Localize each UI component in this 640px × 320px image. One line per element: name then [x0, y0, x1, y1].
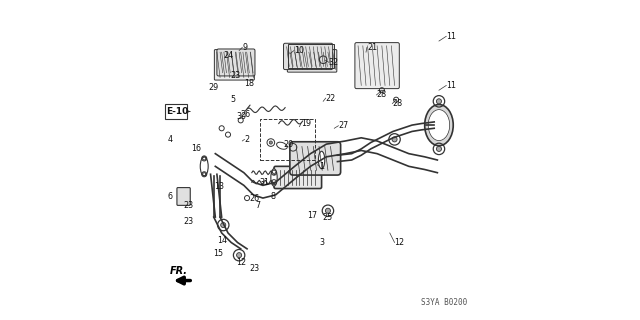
Text: S3YA B0200: S3YA B0200	[420, 298, 467, 307]
Text: 25: 25	[323, 213, 333, 222]
Text: 26: 26	[250, 194, 260, 203]
Text: 8: 8	[271, 192, 276, 201]
Text: 23: 23	[183, 217, 193, 226]
Text: 2: 2	[244, 135, 250, 144]
Circle shape	[325, 208, 330, 213]
Circle shape	[269, 141, 273, 144]
Bar	[288, 44, 334, 68]
Text: 13: 13	[214, 182, 224, 191]
FancyBboxPatch shape	[177, 188, 190, 205]
Circle shape	[221, 222, 226, 228]
Text: 23: 23	[183, 202, 193, 211]
FancyBboxPatch shape	[287, 50, 337, 72]
FancyBboxPatch shape	[274, 166, 321, 188]
Text: 17: 17	[307, 211, 317, 220]
Text: 28: 28	[376, 91, 387, 100]
FancyBboxPatch shape	[290, 142, 340, 175]
Text: 1: 1	[319, 162, 324, 171]
Text: 9: 9	[243, 43, 248, 52]
Text: 23: 23	[230, 71, 241, 80]
Text: 22: 22	[326, 94, 336, 103]
Ellipse shape	[425, 105, 453, 146]
FancyBboxPatch shape	[355, 43, 399, 89]
Text: 27: 27	[339, 121, 349, 130]
Text: 19: 19	[301, 119, 311, 128]
FancyBboxPatch shape	[214, 50, 254, 80]
Text: 28: 28	[392, 99, 403, 108]
Text: 4: 4	[168, 135, 173, 144]
Text: 5: 5	[230, 95, 236, 104]
Ellipse shape	[428, 110, 450, 140]
Text: 6: 6	[168, 192, 173, 201]
Text: 3: 3	[319, 238, 324, 247]
Ellipse shape	[271, 169, 277, 186]
Text: 21: 21	[367, 43, 377, 52]
Text: 15: 15	[212, 249, 223, 258]
Text: 11: 11	[446, 81, 456, 90]
Text: 10: 10	[294, 46, 304, 55]
Circle shape	[436, 146, 442, 151]
Ellipse shape	[319, 151, 324, 169]
Text: 29: 29	[209, 83, 219, 92]
Circle shape	[392, 137, 397, 142]
Text: 26: 26	[240, 110, 250, 119]
Text: 30: 30	[237, 112, 247, 121]
Text: FR.: FR.	[170, 266, 188, 276]
Text: 18: 18	[244, 79, 254, 88]
Text: 20: 20	[284, 140, 294, 149]
Circle shape	[237, 252, 242, 258]
FancyBboxPatch shape	[284, 43, 333, 69]
Text: 23: 23	[250, 264, 260, 273]
Ellipse shape	[276, 142, 287, 149]
Text: 12: 12	[236, 258, 246, 267]
Bar	[164, 105, 187, 119]
Text: 12: 12	[394, 238, 404, 247]
Text: 16: 16	[191, 144, 202, 153]
Bar	[260, 119, 316, 160]
Text: 32: 32	[329, 58, 339, 67]
Circle shape	[436, 99, 442, 104]
Text: 24: 24	[223, 52, 234, 60]
Ellipse shape	[200, 157, 208, 176]
FancyBboxPatch shape	[217, 49, 255, 76]
Text: 11: 11	[446, 32, 456, 41]
Text: 31: 31	[259, 178, 269, 187]
Text: 7: 7	[255, 202, 260, 211]
Text: E-10: E-10	[166, 107, 188, 116]
Text: 14: 14	[217, 236, 227, 245]
